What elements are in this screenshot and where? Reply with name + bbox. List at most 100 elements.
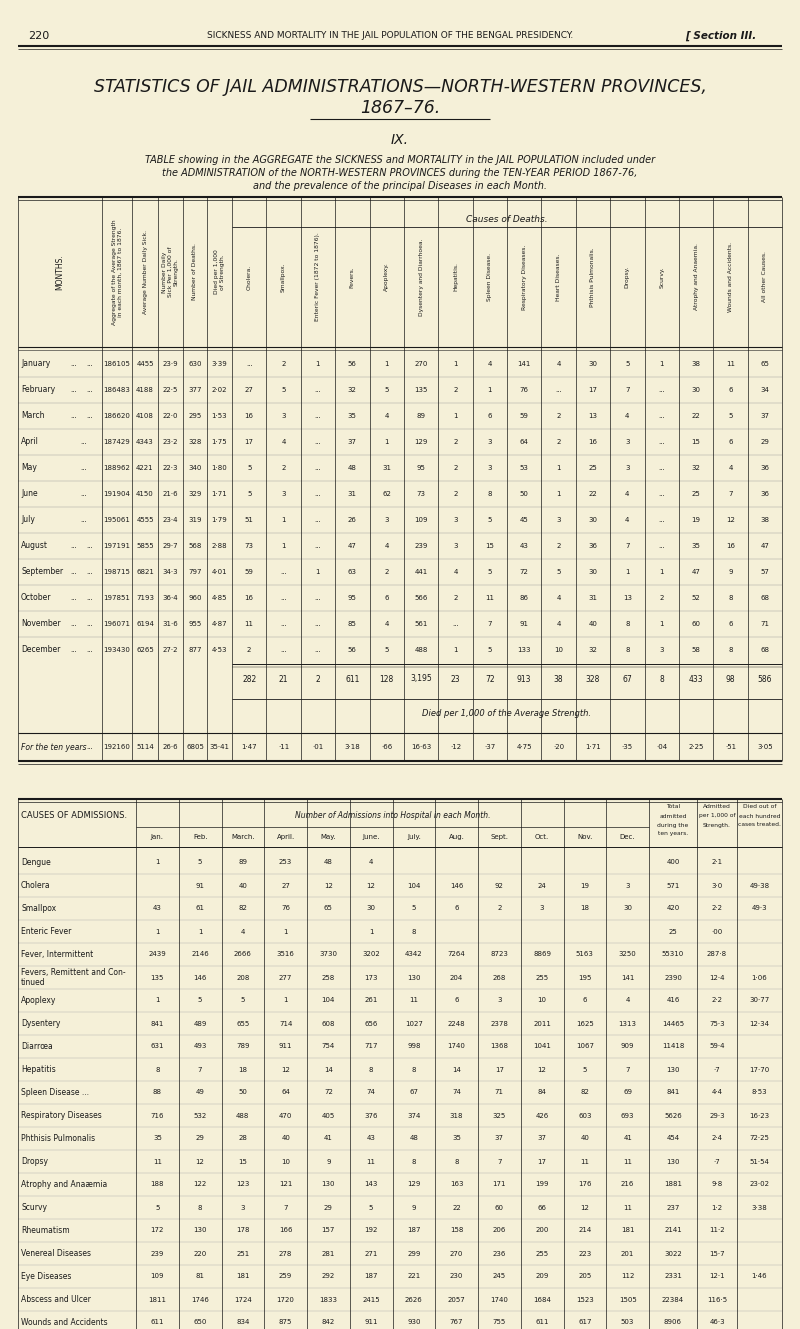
Text: 5: 5 xyxy=(241,998,245,1003)
Text: 2057: 2057 xyxy=(448,1297,466,1302)
Text: 236: 236 xyxy=(493,1251,506,1256)
Text: September: September xyxy=(21,567,63,577)
Text: 340: 340 xyxy=(188,465,202,470)
Text: 5: 5 xyxy=(412,905,416,912)
Text: 27·2: 27·2 xyxy=(162,647,178,653)
Text: 1833: 1833 xyxy=(319,1297,338,1302)
Text: Fevers, Remittent and Con-: Fevers, Remittent and Con- xyxy=(21,968,126,977)
Text: Aggregate of the Average Strength
in each month, 1867 to 1876.: Aggregate of the Average Strength in eac… xyxy=(111,219,122,324)
Text: 35: 35 xyxy=(153,1135,162,1142)
Text: 36: 36 xyxy=(589,544,598,549)
Text: 650: 650 xyxy=(194,1320,207,1325)
Text: 47: 47 xyxy=(760,544,770,549)
Text: 14465: 14465 xyxy=(662,1021,684,1026)
Text: ...: ... xyxy=(86,621,94,627)
Text: Scurvy.: Scurvy. xyxy=(659,266,664,287)
Text: 26·6: 26·6 xyxy=(162,744,178,750)
Text: 76: 76 xyxy=(281,905,290,912)
Text: 253: 253 xyxy=(279,860,292,865)
Text: 209: 209 xyxy=(535,1273,549,1280)
Text: 5: 5 xyxy=(369,1204,374,1211)
Text: 22: 22 xyxy=(589,490,598,497)
Text: 3: 3 xyxy=(626,882,630,889)
Text: 377: 377 xyxy=(188,387,202,393)
Text: 4: 4 xyxy=(625,490,630,497)
Text: May: May xyxy=(21,464,37,473)
Text: Sept.: Sept. xyxy=(490,835,508,840)
Text: 46·3: 46·3 xyxy=(709,1320,725,1325)
Text: 400: 400 xyxy=(666,860,680,865)
Text: 104: 104 xyxy=(322,998,335,1003)
Text: ...: ... xyxy=(314,413,322,419)
Text: 186483: 186483 xyxy=(103,387,130,393)
Text: 6: 6 xyxy=(454,905,459,912)
Text: 197851: 197851 xyxy=(103,595,130,601)
Text: 43: 43 xyxy=(366,1135,375,1142)
Text: 8: 8 xyxy=(487,490,492,497)
Text: 5: 5 xyxy=(247,490,251,497)
Text: 91: 91 xyxy=(196,882,205,889)
Text: 841: 841 xyxy=(150,1021,164,1026)
Text: 6: 6 xyxy=(582,998,587,1003)
Text: 135: 135 xyxy=(414,387,428,393)
Text: 38: 38 xyxy=(554,675,563,683)
Text: Hepatitis.: Hepatitis. xyxy=(453,263,458,291)
Text: 59: 59 xyxy=(520,413,529,419)
Text: CAUSES OF ADMISSIONS.: CAUSES OF ADMISSIONS. xyxy=(21,811,127,820)
Text: 18: 18 xyxy=(238,1066,247,1073)
Text: 29: 29 xyxy=(760,439,770,445)
Text: 2·25: 2·25 xyxy=(688,744,704,750)
Text: 50: 50 xyxy=(520,490,529,497)
Text: 1: 1 xyxy=(316,569,320,575)
Text: ...: ... xyxy=(81,490,87,497)
Text: 104: 104 xyxy=(407,882,421,889)
Text: 1: 1 xyxy=(659,569,664,575)
Text: 6805: 6805 xyxy=(186,744,204,750)
Text: Died per 1,000
of Strength.: Died per 1,000 of Strength. xyxy=(214,250,225,295)
Text: 9: 9 xyxy=(412,1204,416,1211)
Text: 11: 11 xyxy=(623,1159,632,1164)
Text: 268: 268 xyxy=(493,974,506,981)
Text: 192: 192 xyxy=(365,1228,378,1233)
Text: 656: 656 xyxy=(365,1021,378,1026)
Text: 568: 568 xyxy=(188,544,202,549)
Text: 7: 7 xyxy=(283,1204,288,1211)
Text: 201: 201 xyxy=(621,1251,634,1256)
Text: 237: 237 xyxy=(666,1204,680,1211)
Text: 98: 98 xyxy=(726,675,735,683)
Text: 51: 51 xyxy=(245,517,254,524)
Text: 11418: 11418 xyxy=(662,1043,684,1050)
Text: 1720: 1720 xyxy=(277,1297,294,1302)
Text: 5114: 5114 xyxy=(136,744,154,750)
Text: ...: ... xyxy=(658,387,665,393)
Text: 16·23: 16·23 xyxy=(750,1112,770,1119)
Text: 325: 325 xyxy=(493,1112,506,1119)
Text: 35: 35 xyxy=(692,544,701,549)
Text: 3: 3 xyxy=(487,465,492,470)
Text: 488: 488 xyxy=(414,647,428,653)
Text: 11: 11 xyxy=(153,1159,162,1164)
Text: 12: 12 xyxy=(366,882,375,889)
Text: 38: 38 xyxy=(691,361,701,367)
Text: 181: 181 xyxy=(236,1273,250,1280)
Text: 35·41: 35·41 xyxy=(210,744,230,750)
Text: ...: ... xyxy=(280,621,287,627)
Text: 91: 91 xyxy=(520,621,529,627)
Text: 1: 1 xyxy=(369,929,374,934)
Text: 6: 6 xyxy=(454,998,459,1003)
Text: 1: 1 xyxy=(316,361,320,367)
Text: ...: ... xyxy=(246,361,253,367)
Text: 2: 2 xyxy=(282,361,286,367)
Text: 95: 95 xyxy=(348,595,357,601)
Text: 5: 5 xyxy=(385,387,389,393)
Text: 172: 172 xyxy=(150,1228,164,1233)
Text: 2: 2 xyxy=(247,647,251,653)
Text: Causes of Deaths.: Causes of Deaths. xyxy=(466,214,548,223)
Text: 196071: 196071 xyxy=(103,621,130,627)
Text: 960: 960 xyxy=(188,595,202,601)
Text: Enteric Fever (1872 to 1876).: Enteric Fever (1872 to 1876). xyxy=(315,233,321,322)
Text: Diarrœa: Diarrœa xyxy=(21,1042,53,1051)
Text: 5: 5 xyxy=(155,1204,159,1211)
Text: 2626: 2626 xyxy=(405,1297,422,1302)
Text: 60: 60 xyxy=(495,1204,504,1211)
